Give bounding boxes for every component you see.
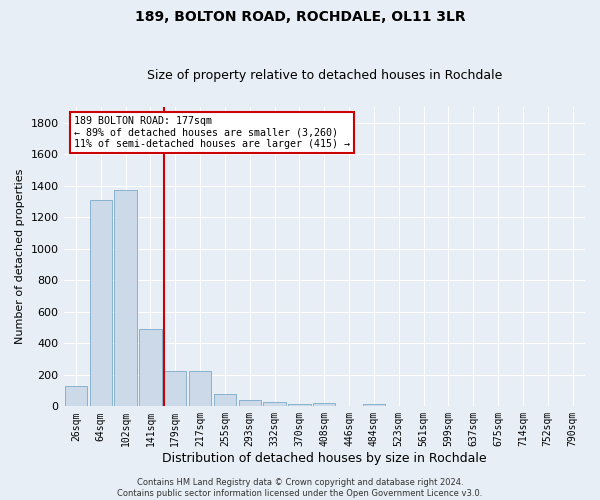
Bar xyxy=(189,371,211,406)
Bar xyxy=(239,400,261,406)
Bar xyxy=(164,371,187,406)
Text: Contains HM Land Registry data © Crown copyright and database right 2024.
Contai: Contains HM Land Registry data © Crown c… xyxy=(118,478,482,498)
X-axis label: Distribution of detached houses by size in Rochdale: Distribution of detached houses by size … xyxy=(162,452,487,465)
Bar xyxy=(65,386,87,406)
Bar xyxy=(139,329,161,406)
Y-axis label: Number of detached properties: Number of detached properties xyxy=(15,169,25,344)
Bar xyxy=(313,403,335,406)
Title: Size of property relative to detached houses in Rochdale: Size of property relative to detached ho… xyxy=(146,69,502,82)
Bar xyxy=(263,402,286,406)
Bar xyxy=(89,200,112,406)
Text: 189, BOLTON ROAD, ROCHDALE, OL11 3LR: 189, BOLTON ROAD, ROCHDALE, OL11 3LR xyxy=(134,10,466,24)
Text: 189 BOLTON ROAD: 177sqm
← 89% of detached houses are smaller (3,260)
11% of semi: 189 BOLTON ROAD: 177sqm ← 89% of detache… xyxy=(74,116,350,149)
Bar xyxy=(214,394,236,406)
Bar xyxy=(115,190,137,406)
Bar xyxy=(288,404,311,406)
Bar xyxy=(363,404,385,406)
